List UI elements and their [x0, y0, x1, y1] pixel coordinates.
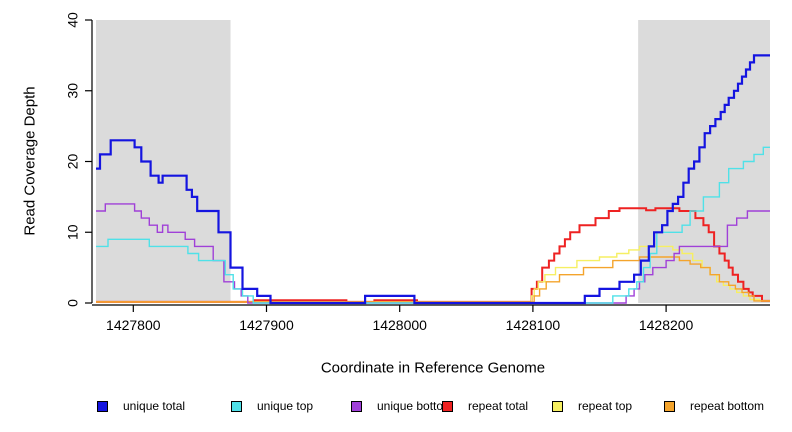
- series-unique-bottom: [96, 203, 770, 304]
- series-unique-top: [96, 146, 770, 304]
- y-tick-label: 20: [65, 154, 81, 170]
- x-tick-label: 1427900: [239, 317, 294, 333]
- x-axis-label: Coordinate in Reference Genome: [320, 359, 546, 377]
- y-tick-label: 30: [65, 83, 81, 99]
- x-tick-label: 1427800: [106, 317, 161, 333]
- series-repeat-bottom: [96, 256, 770, 303]
- y-tick-label: 0: [65, 299, 81, 307]
- x-tick-label: 1428200: [639, 317, 694, 333]
- shaded-region-0: [96, 20, 231, 303]
- series-repeat-top: [96, 245, 770, 303]
- series-unique-total: [96, 54, 770, 305]
- y-axis-label: Read Coverage Depth: [21, 86, 39, 236]
- x-tick-label: 1428000: [372, 317, 427, 333]
- x-tick-label: 1428100: [506, 317, 561, 333]
- y-tick-label: 10: [65, 224, 81, 240]
- y-tick-label: 40: [65, 12, 81, 28]
